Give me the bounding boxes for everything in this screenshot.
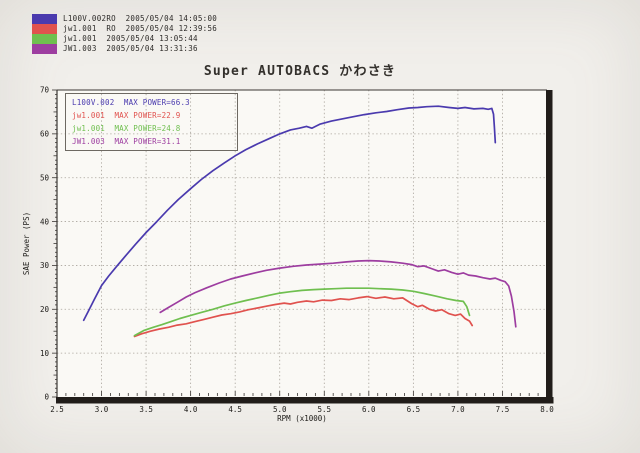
y-tick-label: 60 xyxy=(40,130,50,139)
run-color-swatch xyxy=(32,44,57,54)
x-tick-label: 2.5 xyxy=(50,405,64,414)
plot-border-bottom xyxy=(56,397,554,404)
y-tick-label: 70 xyxy=(40,86,50,95)
x-tick-label: 3.5 xyxy=(139,405,153,414)
legend-row: L100V.002 MAX POWER=66.3 xyxy=(72,98,190,107)
plot-area xyxy=(57,90,547,397)
y-axis-title: SAE Power (PS) xyxy=(22,212,31,275)
y-tick-label: 20 xyxy=(40,305,50,314)
x-tick-label: 3.0 xyxy=(95,405,109,414)
y-tick-label: 40 xyxy=(40,217,50,226)
run-row: jw1.001 RO 2005/05/04 12:39:56 xyxy=(32,24,217,34)
y-tick-label: 30 xyxy=(40,261,50,270)
run-file-text: L100V.002RO 2005/05/04 14:05:00 xyxy=(63,14,218,23)
run-color-swatch xyxy=(32,24,57,34)
page-title: Super AUTOBACS かわさき xyxy=(203,64,397,79)
x-tick-label: 7.5 xyxy=(496,405,510,414)
x-tick-label: 5.5 xyxy=(317,405,331,414)
run-file-text: JW1.003 2005/05/04 13:31:36 xyxy=(63,44,198,53)
run-color-swatch xyxy=(32,14,57,24)
run-row: jw1.001 2005/05/04 13:05:44 xyxy=(32,34,217,44)
x-tick-label: 6.0 xyxy=(362,405,376,414)
power-curve-jw1.001-RO xyxy=(133,295,474,338)
y-tick-label: 0 xyxy=(44,393,49,402)
x-tick-label: 6.5 xyxy=(407,405,421,414)
run-file-list: L100V.002RO 2005/05/04 14:05:00 jw1.001 … xyxy=(32,14,217,54)
run-row: L100V.002RO 2005/05/04 14:05:00 xyxy=(32,14,217,24)
plot-border-right xyxy=(546,90,553,404)
run-file-text: jw1.001 RO 2005/05/04 12:39:56 xyxy=(63,24,218,33)
run-row: JW1.003 2005/05/04 13:31:36 xyxy=(32,44,217,54)
x-tick-label: 5.0 xyxy=(273,405,287,414)
x-axis-title: RPM (x1000) xyxy=(277,414,327,423)
x-tick-label: 4.0 xyxy=(184,405,198,414)
legend-row: jw1.001 MAX POWER=22.9 xyxy=(72,111,181,120)
run-color-swatch xyxy=(32,34,57,44)
run-file-text: jw1.001 2005/05/04 13:05:44 xyxy=(63,34,198,43)
power-curve-L100V.002 xyxy=(82,105,497,322)
x-tick-label: 8.0 xyxy=(540,405,554,414)
power-curve-JW1.003 xyxy=(159,259,517,328)
x-tick-label: 7.0 xyxy=(451,405,465,414)
legend-row: jw1.001 MAX POWER=24.8 xyxy=(72,124,181,133)
y-tick-label: 10 xyxy=(40,349,50,358)
power-curve-jw1.001 xyxy=(133,287,471,337)
y-tick-label: 50 xyxy=(40,173,50,182)
chart-legend: L100V.002 MAX POWER=66.3 jw1.001 MAX POW… xyxy=(65,93,238,151)
x-tick-label: 4.5 xyxy=(228,405,242,414)
legend-row: JW1.003 MAX POWER=31.1 xyxy=(72,137,181,146)
